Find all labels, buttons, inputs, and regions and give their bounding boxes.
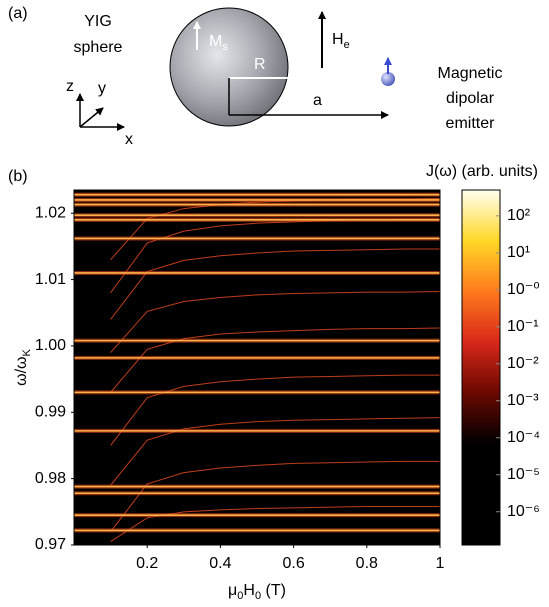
sphere-label: YIG: [84, 13, 112, 30]
colorbar-tick-label: 10⁻³: [507, 392, 539, 409]
x-tick-label: 0.8: [356, 555, 378, 572]
panel-label: (b): [8, 168, 28, 185]
colorbar: [461, 189, 501, 546]
colorbar-tick-label: 10⁻⁶: [507, 503, 540, 520]
axis-label: x: [125, 131, 133, 148]
yig-sphere: [169, 7, 289, 127]
y-tick-label: 0.97: [35, 536, 66, 553]
label-part: H: [332, 31, 344, 48]
axis-arrow: [79, 107, 104, 128]
mode-curve: [110, 417, 440, 486]
colorbar-tick-label: 10⁻⁰: [507, 281, 540, 298]
plot-area: [74, 192, 440, 543]
mode-curve: [110, 291, 440, 353]
colorbar-tick-label: 10²: [507, 207, 531, 224]
label-sub: s: [222, 41, 228, 53]
colorbar-tick-label: 10⁻⁴: [507, 429, 540, 446]
emitter: [381, 72, 395, 86]
x-tick-label: 0.2: [136, 555, 158, 572]
label-part: 0: [237, 590, 243, 602]
colorbar-tick-label: 10⁻⁵: [507, 466, 540, 483]
x-tick-label: 0.6: [282, 555, 304, 572]
axis-label: z: [66, 78, 74, 95]
colorbar-tick-label: 10¹: [507, 244, 530, 261]
colorbar-tick-label: 10⁻²: [507, 355, 539, 372]
label-part: K: [21, 348, 33, 356]
x-tick-label: 1: [436, 555, 445, 572]
sphere-label: sphere: [74, 39, 123, 56]
y-tick-label: 1.00: [35, 337, 66, 354]
mode-curve: [110, 248, 440, 320]
distance-label: a: [313, 92, 322, 109]
magnetization-label: Ms: [209, 33, 228, 53]
y-tick-label: 1.02: [35, 204, 66, 221]
axis-label: y: [98, 80, 106, 97]
emitter-label: Magnetic: [438, 65, 503, 82]
field-label: He: [332, 31, 350, 51]
y-axis-label: ω/ωK: [13, 348, 33, 385]
label-part: (T): [261, 582, 286, 599]
panel-label: (a): [8, 5, 28, 22]
y-tick-label: 0.99: [35, 404, 66, 421]
colorbar-tick-label: 10⁻¹: [507, 318, 539, 335]
emitter-label: dipolar: [446, 90, 495, 107]
plot-frame: [73, 189, 441, 546]
panel-a: (a) YIG sphere Ms R a He Magnetic dipola…: [8, 5, 502, 148]
label-part: μ: [228, 582, 237, 599]
mode-curve: [110, 327, 440, 393]
label-part: ω/ω: [13, 356, 30, 385]
label-part: H: [243, 582, 255, 599]
x-axis-label: μ0H0 (T): [228, 582, 286, 602]
y-tick-label: 1.01: [35, 271, 66, 288]
label-sub: e: [344, 39, 350, 51]
colorbar-title: J(ω) (arb. units): [426, 163, 538, 180]
radius-label: R: [254, 56, 266, 73]
label-part: 0: [255, 590, 261, 602]
emitter-label: emitter: [446, 115, 496, 132]
label-part: M: [209, 33, 222, 50]
y-tick-label: 0.98: [35, 470, 66, 487]
x-tick-label: 0.4: [209, 555, 231, 572]
mode-curve: [110, 460, 440, 533]
